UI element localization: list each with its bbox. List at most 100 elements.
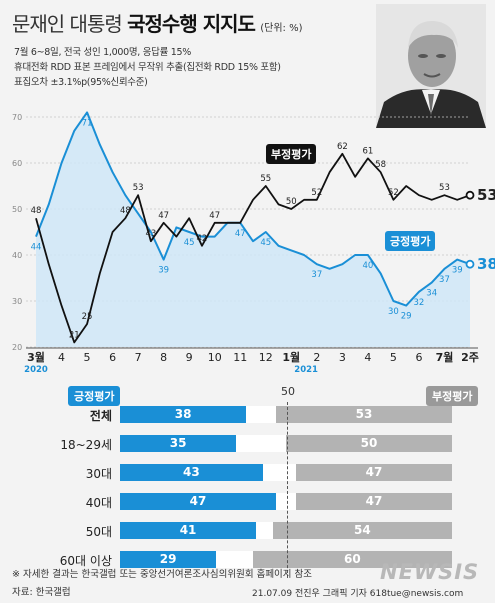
survey-meta-2: 휴대전화 RDD 표본 프레임에서 무작위 추출(집전화 RDD 15% 포함) bbox=[14, 62, 281, 73]
x-tick-10: 1월 bbox=[282, 350, 300, 364]
bar-category-label: 60대 이상 bbox=[59, 554, 112, 568]
footnote: ※ 자세한 결과는 한국갤럽 또는 중앙선거여론조사심의위원회 홈페이지 참조 bbox=[12, 569, 313, 580]
negative-label-4: 25 bbox=[82, 312, 93, 322]
y-tick-60: 60 bbox=[12, 159, 22, 168]
positive-bar: 35 bbox=[120, 435, 237, 452]
positive-label-current: 38 bbox=[477, 255, 495, 273]
year-label-2020: 2020 bbox=[24, 365, 48, 375]
chart-axis-labels: 3월 4 5 6 7 8 9 10 11 12 1월 2 3 4 5 6 7월 2주 2020 2021 bbox=[24, 350, 479, 375]
bar-category-label: 30대 bbox=[85, 467, 112, 481]
positive-header: 긍정평가 bbox=[68, 386, 121, 406]
year-label-2021: 2021 bbox=[294, 365, 318, 375]
newsis-logo: NEWSIS bbox=[380, 560, 480, 584]
negative-endpoint-marker bbox=[465, 190, 475, 200]
positive-label-22: 37 bbox=[311, 270, 322, 280]
negative-header: 부정평가 bbox=[426, 386, 479, 406]
negative-label-8: 53 bbox=[133, 183, 144, 193]
x-tick-15: 6 bbox=[415, 351, 422, 364]
source-label: 자료: 한국갤럽 bbox=[12, 587, 71, 598]
x-tick-6: 9 bbox=[186, 351, 193, 364]
x-tick-11: 2 bbox=[313, 351, 320, 364]
y-tick-40: 40 bbox=[12, 251, 22, 260]
negative-label-28: 52 bbox=[388, 188, 399, 198]
positive-series-line bbox=[35, 111, 471, 307]
negative-label-20: 50 bbox=[286, 197, 297, 207]
x-tick-13: 4 bbox=[364, 351, 371, 364]
survey-meta-1: 7월 6~8일, 전국 성인 1,000명, 응답률 15% bbox=[14, 47, 191, 58]
positive-label-26: 40 bbox=[362, 261, 373, 271]
positive-legend-badge: 긍정평가 bbox=[385, 231, 436, 251]
negative-bar: 60 bbox=[252, 551, 452, 568]
negative-bar: 50 bbox=[286, 435, 452, 452]
positive-bar: 29 bbox=[120, 551, 217, 568]
bar-category-label: 40대 bbox=[85, 496, 112, 510]
positive-label-30: 32 bbox=[414, 298, 425, 308]
negative-label-9: 43 bbox=[145, 229, 156, 239]
midline-label: 50 bbox=[281, 385, 295, 398]
x-tick-4: 7 bbox=[135, 351, 142, 364]
positive-label-32: 37 bbox=[439, 275, 450, 285]
negative-series-line bbox=[35, 152, 471, 344]
y-tick-20: 20 bbox=[12, 343, 22, 352]
positive-bar: 41 bbox=[120, 522, 257, 539]
x-tick-1: 4 bbox=[58, 351, 65, 364]
positive-label-12: 45 bbox=[184, 238, 195, 248]
negative-label-14: 47 bbox=[209, 211, 220, 221]
positive-bar: 43 bbox=[120, 464, 263, 481]
positive-area-fill bbox=[36, 112, 470, 348]
negative-label-27: 58 bbox=[375, 160, 386, 170]
midline-divider bbox=[287, 402, 288, 578]
x-tick-9: 12 bbox=[259, 351, 273, 364]
bar-category-label: 50대 bbox=[85, 525, 112, 539]
title-emphasis: 국정수행 지지도 bbox=[127, 12, 256, 36]
positive-label-31: 34 bbox=[426, 289, 437, 299]
positive-label-28: 30 bbox=[388, 307, 399, 317]
positive-bar: 38 bbox=[120, 406, 247, 423]
negative-bar: 53 bbox=[276, 406, 452, 423]
positive-label-18: 45 bbox=[260, 238, 271, 248]
positive-label-16: 47 bbox=[235, 229, 246, 239]
negative-bar: 47 bbox=[295, 493, 452, 510]
positive-endpoint-marker bbox=[465, 259, 475, 269]
negative-label-18: 55 bbox=[260, 174, 271, 184]
title-main: 문재인 대통령 bbox=[12, 12, 123, 36]
x-tick-7: 10 bbox=[208, 351, 222, 364]
credit-line: 21.07.09 전진우 그래픽 기자 618tue@newsis.com bbox=[252, 589, 464, 599]
negative-label-22: 52 bbox=[311, 188, 322, 198]
unit-label: (단위: %) bbox=[260, 23, 303, 34]
negative-label-26: 61 bbox=[362, 146, 373, 156]
negative-bar: 47 bbox=[295, 464, 452, 481]
y-tick-50: 50 bbox=[12, 205, 22, 214]
x-tick-12: 3 bbox=[339, 351, 346, 364]
positive-label-0: 44 bbox=[31, 243, 42, 253]
x-tick-2: 5 bbox=[84, 351, 91, 364]
chart-lines bbox=[35, 111, 475, 344]
positive-label-33: 39 bbox=[452, 266, 463, 276]
negative-bar: 54 bbox=[272, 522, 452, 539]
x-tick-8: 11 bbox=[233, 351, 247, 364]
x-tick-3: 6 bbox=[109, 351, 116, 364]
positive-bar: 47 bbox=[120, 493, 277, 510]
page-title: 문재인 대통령 국정수행 지지도 (단위: %) bbox=[12, 8, 303, 37]
negative-label-10: 47 bbox=[158, 211, 169, 221]
negative-label-7: 48 bbox=[120, 206, 131, 216]
negative-legend-badge: 부정평가 bbox=[266, 144, 317, 164]
negative-label-13: 42 bbox=[197, 234, 208, 244]
y-tick-70: 70 bbox=[12, 113, 22, 122]
negative-label-current: 53 bbox=[477, 186, 495, 204]
y-tick-30: 30 bbox=[12, 297, 22, 306]
x-tick-0: 3월 bbox=[27, 350, 45, 364]
negative-label-32: 53 bbox=[439, 183, 450, 193]
positive-label-29: 29 bbox=[401, 312, 412, 322]
x-tick-14: 5 bbox=[390, 351, 397, 364]
positive-label-4: 71 bbox=[82, 118, 93, 128]
x-tick-5: 8 bbox=[160, 351, 167, 364]
positive-label-10: 39 bbox=[158, 266, 169, 276]
x-tick-16: 7월 bbox=[436, 350, 454, 364]
x-tick-17: 2주 bbox=[461, 351, 479, 364]
survey-meta-3: 표집오차 ±3.1%p(95%신뢰수준) bbox=[14, 77, 148, 88]
negative-label-24: 62 bbox=[337, 142, 348, 152]
bar-category-label: 18~29세 bbox=[60, 438, 112, 452]
